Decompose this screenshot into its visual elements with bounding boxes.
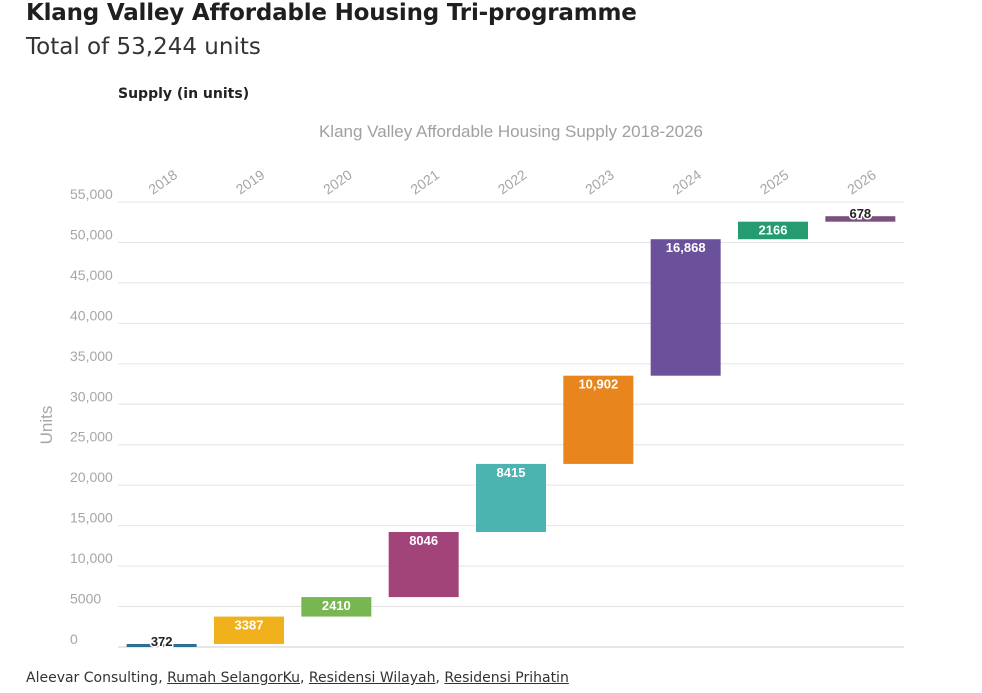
- source-link-residensi-wilayah[interactable]: Residensi Wilayah: [308, 670, 436, 686]
- y-tick-label: 15,000: [70, 510, 113, 526]
- y-tick-label: 50,000: [70, 226, 113, 242]
- data-label-2023: 10,902: [578, 377, 618, 392]
- chart-title: Klang Valley Affordable Housing Supply 2…: [319, 122, 703, 141]
- y-tick-label: 20,000: [70, 469, 113, 485]
- x-tick-label: 2018: [145, 166, 180, 197]
- x-tick-label: 2023: [582, 166, 617, 197]
- x-tick-label: 2026: [844, 166, 879, 197]
- bar-2018: [126, 643, 197, 647]
- bar-2025: [738, 221, 808, 240]
- y-axis-label: Units: [37, 406, 56, 445]
- grid-lines: [118, 201, 904, 648]
- source-sep: ,: [300, 670, 309, 686]
- y-tick-label: 45,000: [70, 267, 113, 283]
- data-label-2020: 2410: [322, 598, 351, 613]
- y-tick-label: 5000: [70, 591, 101, 607]
- x-tick-labels: 2018 2019 2020 2021 2022 2023 2024 2025 2026: [145, 166, 879, 197]
- y-tick-label: 0: [70, 631, 78, 647]
- bars: [126, 216, 896, 647]
- data-label-2025: 2166: [759, 223, 788, 238]
- page-title: Klang Valley Affordable Housing Tri-prog…: [26, 0, 637, 26]
- data-label-2019: 3387: [235, 618, 264, 633]
- x-tick-label: 2019: [233, 166, 268, 197]
- x-tick-label: 2021: [407, 166, 442, 197]
- x-tick-label: 2020: [320, 166, 355, 197]
- x-tick-label: 2022: [495, 166, 530, 197]
- bar-2020: [301, 597, 372, 617]
- bar-2026: [825, 216, 896, 222]
- y-tick-label: 55,000: [70, 186, 113, 202]
- bar-2022: [476, 463, 546, 532]
- waterfall-chart: Klang Valley Affordable Housing Supply 2…: [37, 122, 904, 651]
- data-label-2026: 678: [849, 206, 871, 221]
- y-tick-label: 40,000: [70, 307, 113, 323]
- data-label-2022: 8415: [497, 465, 526, 480]
- data-labels: 372 3387 2410 8046 8415 10,902 16,868 2166 678: [149, 205, 872, 651]
- data-label-2018: 372: [151, 634, 173, 649]
- source-sep: ,: [435, 670, 445, 686]
- data-label-2021: 8046: [409, 533, 438, 548]
- source-sep: ,: [158, 670, 168, 686]
- section-label: Supply (in units): [118, 86, 250, 102]
- y-tick-labels: 0 5000 10,000 15,000 20,000 25,000 30,000 35,00…: [70, 186, 113, 647]
- bar-2023: [563, 375, 634, 464]
- data-label-2024: 16,868: [666, 240, 706, 255]
- y-tick-label: 10,000: [70, 550, 113, 566]
- source-line: Aleevar Consulting, Rumah SelangorKu, Re…: [26, 670, 569, 686]
- source-link-residensi-prihatin[interactable]: Residensi Prihatin: [444, 670, 569, 686]
- x-tick-label: 2024: [669, 166, 704, 197]
- y-tick-label: 30,000: [70, 388, 113, 404]
- bar-2024: [650, 239, 721, 376]
- page-subtitle: Total of 53,244 units: [26, 34, 261, 60]
- x-tick-label: 2025: [757, 166, 792, 197]
- y-tick-label: 35,000: [70, 348, 113, 364]
- bar-2021: [388, 531, 459, 598]
- bar-2019: [214, 616, 284, 644]
- y-tick-label: 25,000: [70, 429, 113, 445]
- source-text: Aleevar Consulting: [26, 670, 159, 686]
- source-link-rumah-selangorku[interactable]: Rumah SelangorKu: [167, 670, 301, 686]
